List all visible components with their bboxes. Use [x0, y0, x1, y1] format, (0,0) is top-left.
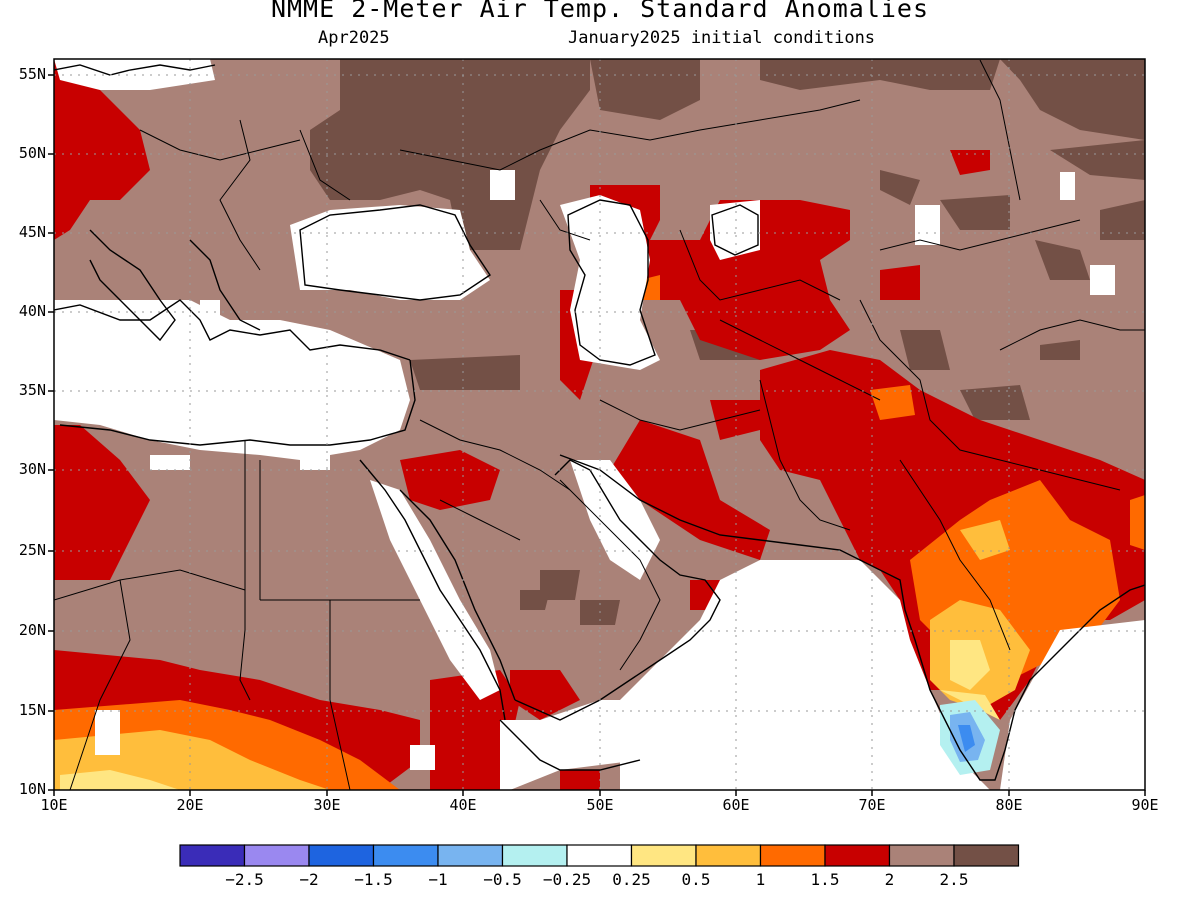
- legend-label: −1.5: [354, 870, 393, 889]
- lat-label-10n: 10N: [18, 780, 46, 798]
- legend-label: 2: [884, 870, 895, 889]
- lat-label-55n: 55N: [18, 65, 46, 83]
- legend-label: 1.5: [810, 870, 840, 889]
- lat-label-25n: 25N: [18, 541, 46, 559]
- lat-label-40n: 40N: [18, 302, 46, 320]
- lat-label-30n: 30N: [18, 460, 46, 478]
- legend-swatch: [308, 844, 375, 867]
- legend-swatch: [179, 844, 246, 867]
- legend-swatch: [695, 844, 762, 867]
- lon-label-50e: 50E: [586, 796, 614, 814]
- lon-label-30e: 30E: [313, 796, 341, 814]
- lat-label-50n: 50N: [18, 144, 46, 162]
- lon-label-20e: 20E: [176, 796, 204, 814]
- legend-label: −2.5: [225, 870, 264, 889]
- lon-label-60e: 60E: [722, 796, 750, 814]
- legend-swatch: [759, 844, 826, 867]
- lon-label-70e: 70E: [858, 796, 886, 814]
- anomaly-cool-region: [940, 700, 1000, 775]
- forecast-month: Apr2025: [318, 28, 390, 48]
- legend-swatch: [437, 844, 504, 867]
- legend-label: −2: [299, 870, 319, 889]
- legend-swatch: [630, 844, 697, 867]
- legend-swatch: [953, 844, 1020, 867]
- legend-label: −1: [428, 870, 448, 889]
- legend-swatch: [501, 844, 568, 867]
- lat-label-15n: 15N: [18, 701, 46, 719]
- legend-swatch: [243, 844, 310, 867]
- lat-label-45n: 45N: [18, 223, 46, 241]
- legend-swatch: [824, 844, 891, 867]
- anomaly-neutral-regions: [54, 59, 1145, 790]
- country-borders: [54, 59, 1145, 790]
- legend-label: 0.5: [681, 870, 711, 889]
- legend-swatch: [372, 844, 439, 867]
- initial-conditions: January2025 initial conditions: [568, 28, 876, 48]
- axis-ticks: [48, 74, 1146, 796]
- lon-label-90e: 90E: [1131, 796, 1159, 814]
- lon-label-10e: 10E: [40, 796, 68, 814]
- map-title: NMME 2-Meter Air Temp. Standard Anomalie…: [270, 0, 930, 23]
- legend-swatch: [888, 844, 955, 867]
- anomaly-field: [54, 59, 1145, 790]
- legend-label: 2.5: [939, 870, 969, 889]
- legend-label: 0.25: [612, 870, 651, 889]
- lat-label-35n: 35N: [18, 381, 46, 399]
- legend-label: −0.5: [483, 870, 522, 889]
- graticule: [54, 59, 1145, 790]
- coastlines: [54, 64, 1145, 781]
- legend-label: −0.25: [542, 870, 592, 889]
- lon-label-40e: 40E: [449, 796, 477, 814]
- legend-swatch: [566, 844, 633, 867]
- lon-label-80e: 80E: [995, 796, 1023, 814]
- lat-label-20n: 20N: [18, 621, 46, 639]
- legend-label: 1: [755, 870, 766, 889]
